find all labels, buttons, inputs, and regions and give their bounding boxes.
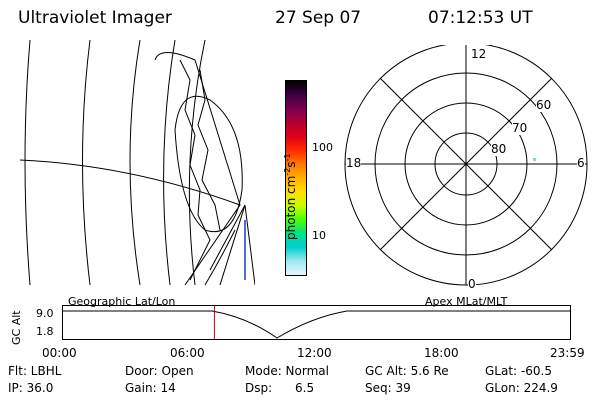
mlt-label-12: 12 (471, 47, 487, 61)
meridian-diagonal (379, 77, 553, 251)
altitude-strip-chart (62, 305, 571, 340)
colorbar-unit-label: photon cm-2s-1 (283, 153, 298, 240)
polar-panel-label: Apex MLat/MLT (425, 295, 508, 308)
longitude-line (24, 40, 31, 286)
time-tick-0600: 06:00 (170, 346, 205, 360)
altitude-tick-top: 9.0 (36, 307, 54, 320)
altitude-axis-label: GC Alt (10, 310, 23, 345)
longitude-line (82, 40, 91, 286)
longitude-line (188, 40, 206, 286)
geographic-map-panel (20, 40, 255, 286)
polar-plot (344, 45, 588, 286)
gain-field: Gain: 14 (125, 381, 176, 395)
altitude-tick-bottom: 1.8 (36, 325, 54, 338)
mlat-label-70: 70 (512, 121, 528, 135)
coastline (197, 69, 221, 231)
viewing-boundary (174, 95, 243, 232)
gc-alt-field: GC Alt: 5.6 Re (365, 364, 449, 378)
graticule-line (219, 204, 246, 286)
flt-field: Flt: LBHL (8, 364, 62, 378)
color-scale-bar (285, 80, 307, 276)
mlt-label-6: 6 (577, 156, 585, 170)
graticule-line (209, 204, 246, 271)
graticule-line (244, 204, 255, 286)
date-label: 27 Sep 07 (275, 8, 362, 28)
ip-field: IP: 36.0 (8, 381, 54, 395)
mlat-label-60: 60 (536, 98, 552, 112)
longitude-line (163, 40, 176, 286)
longitude-line (129, 40, 141, 286)
coastline (179, 59, 211, 281)
glon-field: GLon: 224.9 (485, 381, 558, 395)
dsp-field: Dsp: 6.5 (245, 381, 315, 395)
mode-field: Mode: Normal (245, 364, 329, 378)
mlat-label-80: 80 (491, 142, 507, 156)
colorbar-tick-100: 100 (312, 141, 333, 154)
strip-frame (62, 305, 571, 340)
time-label: 07:12:53 UT (428, 8, 533, 28)
app-title: Ultraviolet Imager (18, 8, 172, 28)
time-tick-1800: 18:00 (424, 346, 459, 360)
mlt-label-18: 18 (346, 156, 362, 170)
glat-field: GLat: -60.5 (485, 364, 552, 378)
aurora-pixel (533, 158, 536, 161)
time-tick-1200: 12:00 (297, 346, 332, 360)
time-tick-0000: 00:00 (42, 346, 77, 360)
geo-panel-label: Geographic Lat/Lon (68, 295, 176, 308)
terminator-line (154, 52, 241, 286)
altitude-curve (62, 310, 570, 339)
colorbar-tick-10: 10 (312, 229, 326, 242)
coastline (204, 229, 236, 286)
mlt-label-0: 0 (468, 277, 476, 291)
door-field: Door: Open (125, 364, 194, 378)
time-tick-2359: 23:59 (550, 346, 585, 360)
seq-field: Seq: 39 (365, 381, 411, 395)
latitude-line (20, 159, 241, 206)
